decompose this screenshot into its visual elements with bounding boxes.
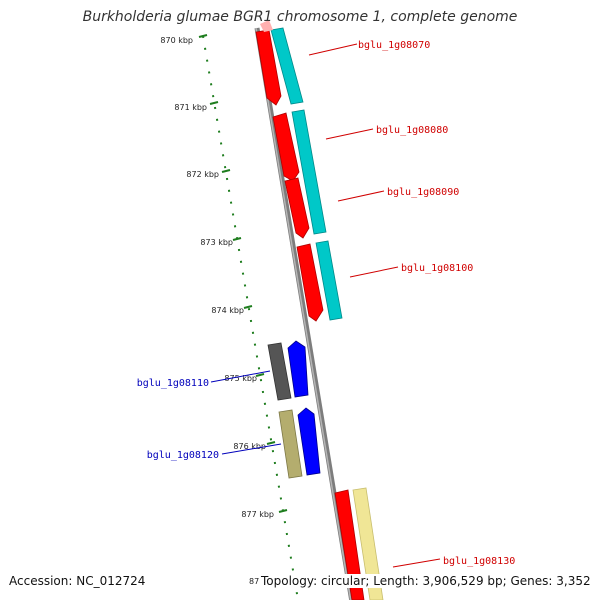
gene-arrow[interactable]: [270, 27, 304, 105]
gene-arrow[interactable]: [284, 177, 310, 239]
gene-label[interactable]: bglu_1g08130: [443, 556, 515, 567]
label-connector: [308, 43, 358, 56]
gene-label[interactable]: bglu_1g08120: [147, 450, 219, 461]
gene-labels: bglu_1g08070 bglu_1g08080 bglu_1g08090 b…: [137, 40, 516, 567]
gene-arrow[interactable]: [352, 487, 384, 600]
ruler-tick: [243, 305, 253, 309]
label-connector: [392, 558, 441, 568]
ruler-tick: [221, 169, 231, 173]
label-connector: [349, 266, 399, 278]
map-title: Burkholderia glumae BGR1 chromosome 1, c…: [82, 9, 518, 25]
gene-arrow[interactable]: [297, 407, 321, 476]
gene-block[interactable]: [278, 409, 303, 479]
ruler-tick: [255, 373, 265, 377]
ruler-tick: [278, 509, 288, 513]
ruler-tick: [266, 441, 276, 445]
accession-label: Accession: NC_012724: [9, 574, 146, 588]
ruler-tick-label: 873 kbp: [200, 238, 233, 247]
ruler-ticks: 870 kbp 871 kbp 872 kbp 873 kbp 874 kbp …: [160, 34, 288, 586]
ruler-tick-label: 876 kbp: [233, 442, 266, 451]
ruler-tick-label: 871 kbp: [174, 103, 207, 112]
gene-arrow[interactable]: [287, 340, 309, 398]
label-connector: [337, 190, 385, 202]
gene-label[interactable]: bglu_1g08110: [137, 378, 209, 389]
ruler-tick-label: 877 kbp: [241, 510, 274, 519]
gene-arrow[interactable]: [334, 489, 365, 600]
gene-arrow[interactable]: [260, 20, 273, 32]
ruler-tick-label: 874 kbp: [211, 306, 244, 315]
gene-label[interactable]: bglu_1g08080: [376, 125, 448, 136]
gene-arrow[interactable]: [296, 243, 324, 322]
gene-label-connectors: [210, 43, 441, 568]
ruler-tick-label: 87: [249, 577, 259, 586]
gene-features: [255, 20, 384, 600]
label-connector: [210, 370, 271, 383]
gene-block[interactable]: [267, 342, 292, 401]
genome-summary: Topology: circular; Length: 3,906,529 bp…: [261, 574, 591, 588]
chromosome-backbone-highlight: [255, 27, 352, 600]
label-connector: [221, 443, 282, 455]
ruler-tick: [209, 101, 219, 105]
gene-arrow[interactable]: [291, 109, 327, 235]
gene-label[interactable]: bglu_1g08070: [358, 40, 430, 51]
ruler-tick-label: 872 kbp: [186, 170, 219, 179]
ruler-tick: [198, 34, 208, 38]
chromosome-backbone: [254, 27, 355, 600]
gene-arrow[interactable]: [315, 240, 343, 321]
ruler-tick: [232, 237, 242, 241]
gene-label[interactable]: bglu_1g08090: [387, 187, 459, 198]
label-connector: [325, 128, 374, 140]
ruler-tick-label: 870 kbp: [160, 36, 193, 45]
gene-arrow[interactable]: [272, 112, 300, 182]
gene-label[interactable]: bglu_1g08100: [401, 263, 473, 274]
ruler-tick-label: 875 kbp: [224, 374, 257, 383]
